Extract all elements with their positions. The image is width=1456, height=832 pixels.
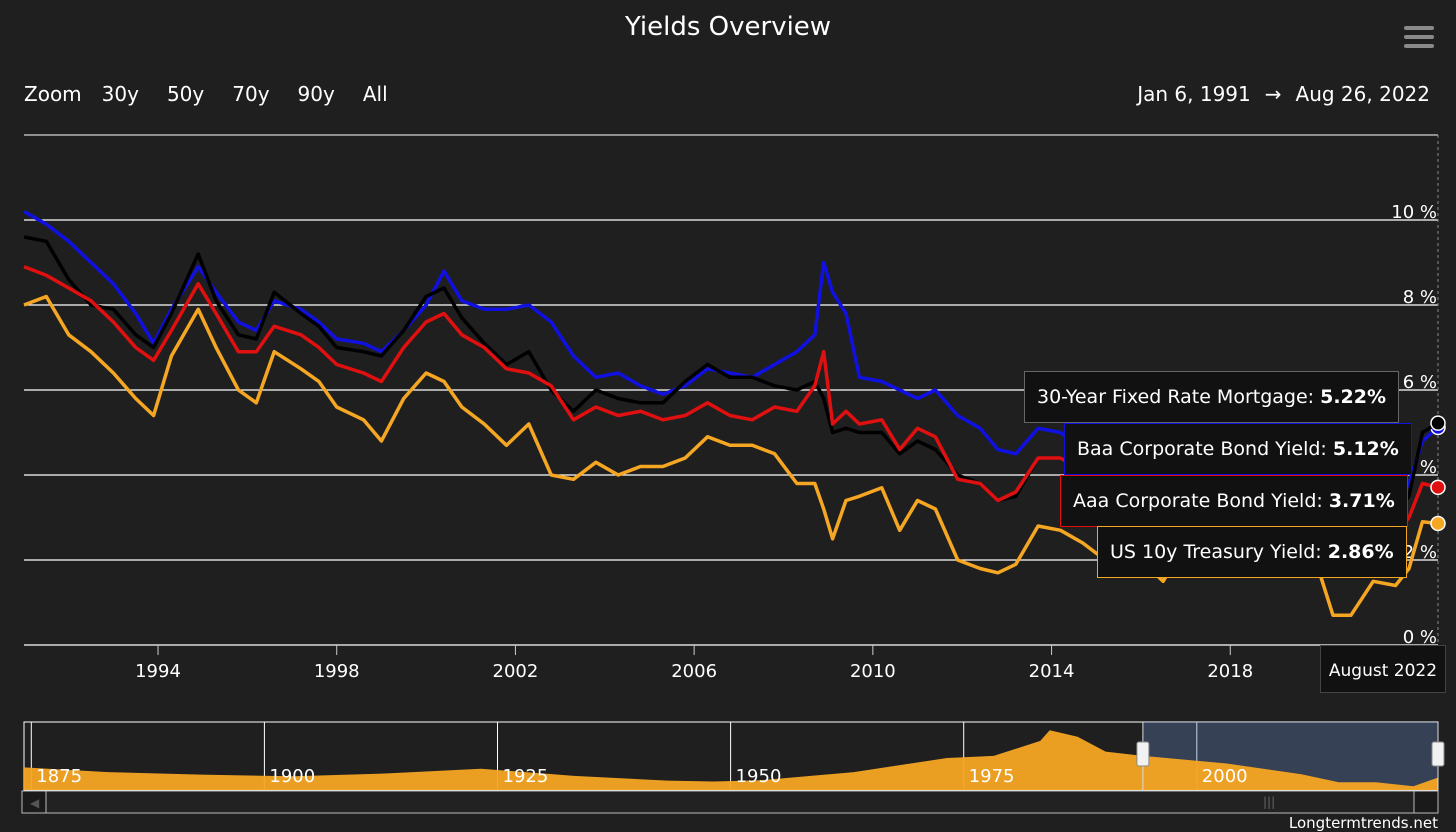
- y-tick-label: 8 %: [1403, 287, 1437, 308]
- y-tick-label: 10 %: [1391, 202, 1437, 223]
- crosshair-date-label: August 2022: [1320, 645, 1446, 693]
- tooltip-mortgage: 30-Year Fixed Rate Mortgage: 5.22%: [1024, 371, 1400, 423]
- series-endpoint-us-10y-treasury-yield: [1430, 515, 1446, 532]
- tooltip-mortgage-value: 5.22%: [1320, 386, 1387, 408]
- x-tick-label: 2002: [493, 661, 539, 682]
- navigator-tick-label: 1925: [503, 766, 549, 787]
- zoom-selector: Zoom 30y 50y 70y 90y All: [24, 82, 416, 106]
- y-tick-label: 2 %: [1403, 542, 1437, 563]
- y-tick-label: 0 %: [1403, 627, 1437, 648]
- navigator-tick-label: 1950: [736, 766, 782, 787]
- navigator-left-handle[interactable]: [1136, 741, 1150, 767]
- x-tick-label: 1994: [135, 661, 181, 682]
- range-from[interactable]: Jan 6, 1991: [1137, 82, 1251, 106]
- navigator-tick-label: 1900: [269, 766, 315, 787]
- tooltip-treasury-label: US 10y Treasury Yield:: [1110, 541, 1328, 563]
- chart-title: Yields Overview: [624, 12, 832, 42]
- tooltip-aaa-value: 3.71%: [1328, 490, 1395, 512]
- navigator-right-handle[interactable]: [1431, 741, 1445, 767]
- zoom-all-button[interactable]: All: [362, 82, 388, 106]
- navigator-tick-label: 2000: [1202, 766, 1248, 787]
- tooltip-mortgage-label: 30-Year Fixed Rate Mortgage:: [1037, 386, 1321, 408]
- zoom-30y-button[interactable]: 30y: [101, 82, 139, 106]
- navigator-area: [24, 730, 1438, 790]
- tooltip-baa: Baa Corporate Bond Yield: 5.12%: [1064, 423, 1412, 475]
- zoom-label: Zoom: [24, 82, 82, 106]
- series-endpoint-aaa-corporate-bond-yield: [1430, 479, 1446, 496]
- tooltip-aaa-label: Aaa Corporate Bond Yield:: [1073, 490, 1329, 512]
- y-tick-label: 6 %: [1403, 372, 1437, 393]
- x-tick-label: 2018: [1207, 661, 1253, 682]
- navigator-scrollbar-thumb[interactable]: [45, 790, 1415, 814]
- range-to[interactable]: Aug 26, 2022: [1295, 82, 1430, 106]
- tooltip-treasury-value: 2.86%: [1327, 541, 1394, 563]
- tooltip-aaa: Aaa Corporate Bond Yield: 3.71%: [1060, 475, 1408, 527]
- zoom-50y-button[interactable]: 50y: [166, 82, 205, 106]
- scrollbar-grip-icon: |||: [1263, 795, 1275, 809]
- navigator-tick-label: 1875: [36, 766, 82, 787]
- hamburger-menu-icon[interactable]: [1404, 26, 1434, 50]
- date-range-display: Jan 6, 1991 → Aug 26, 2022: [1137, 82, 1430, 106]
- tooltip-baa-value: 5.12%: [1332, 438, 1399, 460]
- x-tick-label: 2010: [850, 661, 896, 682]
- source-credit[interactable]: Longtermtrends.net: [1288, 814, 1438, 832]
- tooltip-treasury: US 10y Treasury Yield: 2.86%: [1097, 526, 1407, 578]
- zoom-90y-button[interactable]: 90y: [297, 82, 335, 106]
- scroll-left-arrow-icon[interactable]: ◀: [30, 796, 40, 810]
- tooltip-baa-label: Baa Corporate Bond Yield:: [1077, 438, 1333, 460]
- zoom-70y-button[interactable]: 70y: [232, 82, 270, 106]
- x-tick-label: 2006: [671, 661, 717, 682]
- x-tick-label: 2014: [1029, 661, 1075, 682]
- series-endpoint-30-year-fixed-rate-mortgage: [1430, 415, 1446, 431]
- range-arrow: →: [1264, 82, 1282, 106]
- x-tick-label: 1998: [314, 661, 360, 682]
- navigator-tick-label: 1975: [969, 766, 1015, 787]
